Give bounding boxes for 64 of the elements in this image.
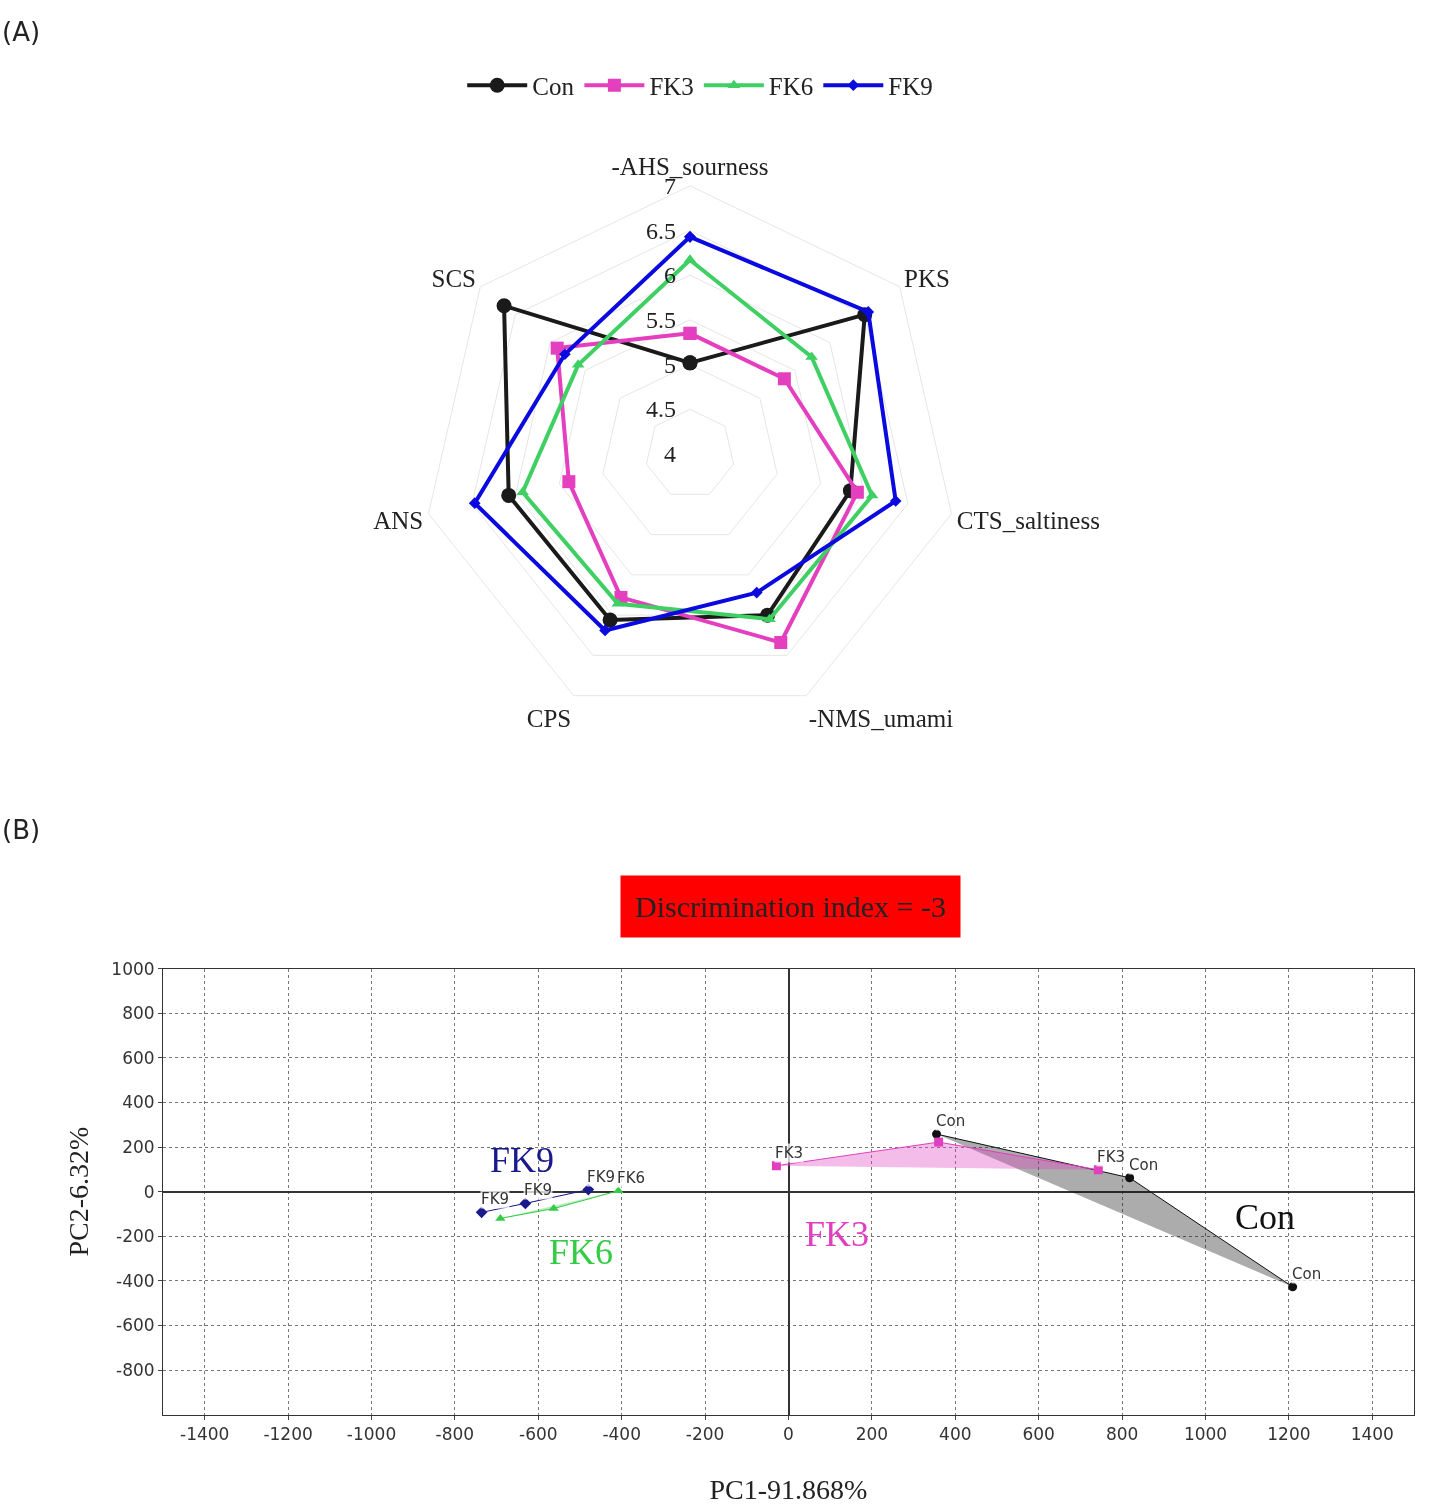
- x-tick-label: -400: [602, 1424, 641, 1445]
- y-tick-label: -800: [116, 1359, 155, 1380]
- series-label: FK6: [549, 1232, 614, 1272]
- y-tick-label: 200: [122, 1136, 155, 1157]
- point: [519, 1197, 532, 1210]
- annotation: Con: [1129, 1156, 1159, 1174]
- annotation: FK9: [524, 1181, 553, 1199]
- legend-label: Con: [532, 72, 575, 100]
- series-label: FK9: [490, 1140, 555, 1180]
- chart-title: Discrimination index = -3: [635, 890, 947, 923]
- point: [1125, 1173, 1135, 1183]
- point: [1288, 1282, 1298, 1292]
- x-tick-label: 200: [855, 1424, 889, 1445]
- x-tick-label: 1000: [1183, 1424, 1228, 1445]
- y-tick-label: 400: [122, 1092, 155, 1113]
- annotation: FK9: [587, 1168, 616, 1186]
- y-tick-label: 4: [664, 441, 676, 467]
- y-tick-label: -400: [116, 1270, 155, 1291]
- point: [495, 1213, 506, 1221]
- x-tick-label: -1000: [346, 1424, 397, 1445]
- y-tick-label: -600: [116, 1315, 155, 1336]
- x-tick-label: -1200: [263, 1424, 313, 1445]
- point: [932, 1129, 942, 1139]
- x-tick-label: -800: [435, 1424, 475, 1445]
- y-tick-label: 1000: [111, 958, 155, 979]
- annotation: FK3: [1097, 1148, 1126, 1166]
- spoke-label: CPS: [526, 704, 572, 732]
- annotation: Con: [936, 1112, 966, 1130]
- spoke-label: CTS_saltiness: [956, 507, 1100, 535]
- legend-label: FK6: [768, 72, 814, 100]
- y-tick-label: 6.5: [646, 218, 676, 244]
- y-tick-label: 800: [122, 1003, 155, 1024]
- legend-label: FK3: [649, 72, 694, 100]
- point: [934, 1137, 944, 1147]
- x-tick-label: 800: [1105, 1424, 1139, 1445]
- y-tick-label: 5: [664, 352, 676, 378]
- legend-label: FK9: [888, 72, 933, 100]
- x-tick-label: 1200: [1267, 1424, 1311, 1445]
- series-label: FK3: [805, 1214, 870, 1254]
- y-tick-label: 4.5: [646, 396, 676, 422]
- annotation: Con: [1292, 1265, 1322, 1283]
- x-tick-label: 600: [1022, 1424, 1055, 1445]
- text: (A): [2, 17, 41, 47]
- annotation: FK9: [481, 1190, 510, 1208]
- series-label: Con: [1235, 1197, 1296, 1237]
- x-tick-label: -600: [519, 1424, 558, 1445]
- x-tick-label: 400: [939, 1424, 972, 1445]
- annotation: FK3: [775, 1144, 804, 1162]
- x-tick-label: -1400: [180, 1424, 230, 1445]
- spoke-label: PKS: [904, 265, 950, 293]
- x-tick-label: 1400: [1350, 1424, 1394, 1445]
- spoke-label: ANS: [373, 507, 424, 535]
- text: (B): [2, 815, 41, 845]
- annotation: FK6: [617, 1169, 646, 1187]
- spoke-label: -NMS_umami: [808, 704, 954, 732]
- y-axis-title: PC2-6.32%: [63, 1126, 95, 1257]
- x-axis-title: PC1-91.868%: [709, 1474, 868, 1506]
- spoke-label: SCS: [431, 265, 476, 293]
- x-tick-label: 0: [783, 1424, 794, 1445]
- y-tick-label: -200: [116, 1226, 155, 1247]
- y-tick-label: 600: [122, 1047, 155, 1068]
- y-tick-label: 5.5: [646, 307, 676, 333]
- y-tick-label: 0: [143, 1181, 155, 1202]
- x-tick-label: -200: [685, 1424, 725, 1445]
